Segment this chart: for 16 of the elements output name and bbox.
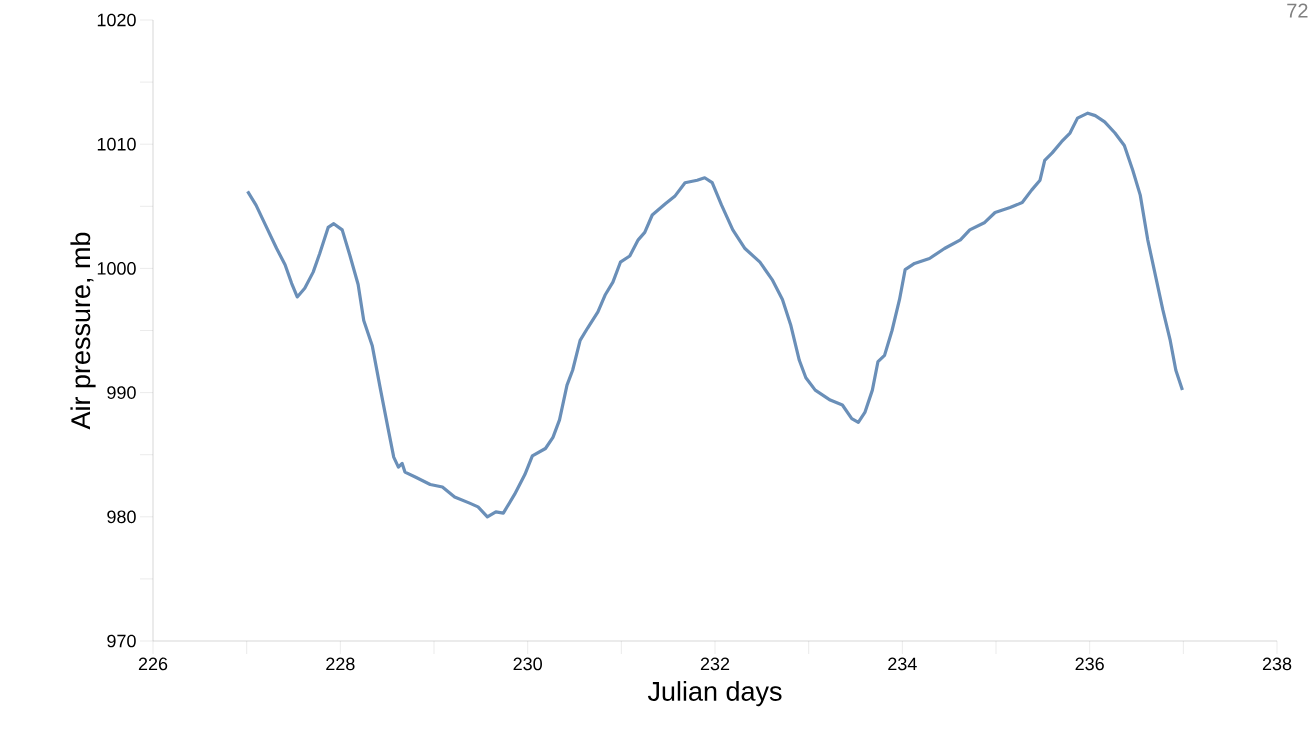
x-tick-label: 238 bbox=[1262, 657, 1292, 671]
x-axis-title: Julian days bbox=[647, 681, 782, 707]
y-axis-title: Air pressure, mb bbox=[70, 232, 96, 430]
y-tick-label: 1020 bbox=[97, 13, 136, 27]
x-tick-label: 228 bbox=[326, 657, 355, 671]
x-tick-label: 236 bbox=[1075, 657, 1104, 671]
y-tick-label: 1010 bbox=[97, 137, 136, 151]
x-tick-label: 226 bbox=[138, 657, 168, 671]
x-tick-label: 234 bbox=[888, 657, 917, 671]
y-tick-label: 1000 bbox=[97, 262, 136, 275]
y-tick-label: 970 bbox=[107, 634, 136, 648]
x-tick-label: 232 bbox=[700, 657, 730, 671]
y-tick-label: 980 bbox=[107, 510, 136, 524]
y-tick-label: 990 bbox=[107, 386, 136, 399]
text: 72 bbox=[1287, 3, 1308, 18]
x-tick-label: 230 bbox=[513, 657, 542, 671]
